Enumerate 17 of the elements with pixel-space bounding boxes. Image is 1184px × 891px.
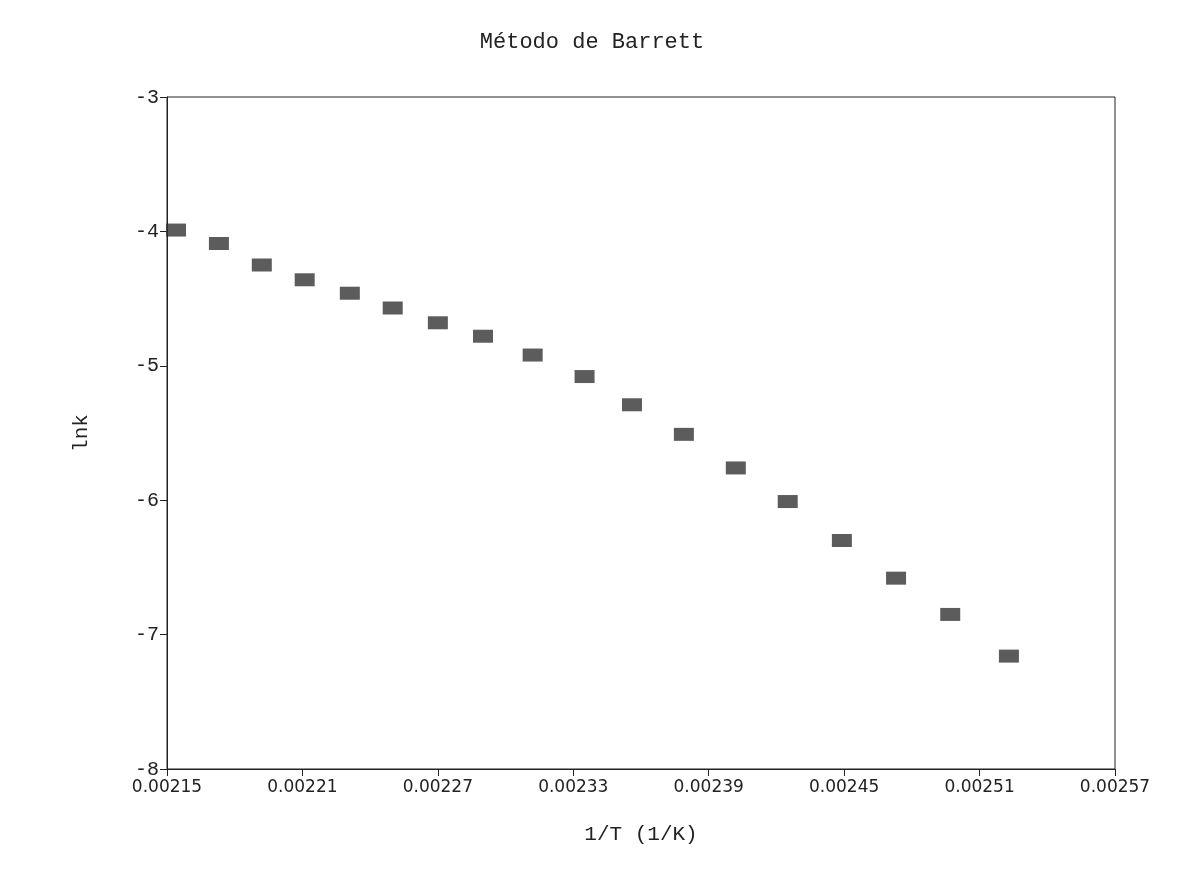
x-axis-title: 1/T (1/K): [584, 823, 698, 846]
x-tick-label: 0.00227: [402, 775, 474, 796]
x-tick-label: 0.00215: [131, 775, 203, 796]
y-tick-label: -7: [134, 623, 159, 647]
x-tick-label: 0.00257: [1079, 775, 1151, 796]
y-axis-title: lnk: [70, 414, 93, 452]
y-tick-label: -4: [134, 219, 159, 243]
x-tick-label: 0.00251: [944, 775, 1015, 796]
y-tick-label: -6: [134, 488, 159, 512]
x-tick-label: 0.00239: [673, 775, 744, 796]
x-tick-label: 0.00245: [808, 775, 880, 796]
point: [473, 329, 493, 343]
y-tick-label: -3: [134, 85, 159, 109]
y-tick-label: -5: [134, 354, 159, 378]
chart-title: Método de Barrett: [479, 29, 705, 55]
x-tick-label: 0.00233: [538, 775, 609, 796]
x-tick-label: 0.00221: [267, 775, 338, 796]
